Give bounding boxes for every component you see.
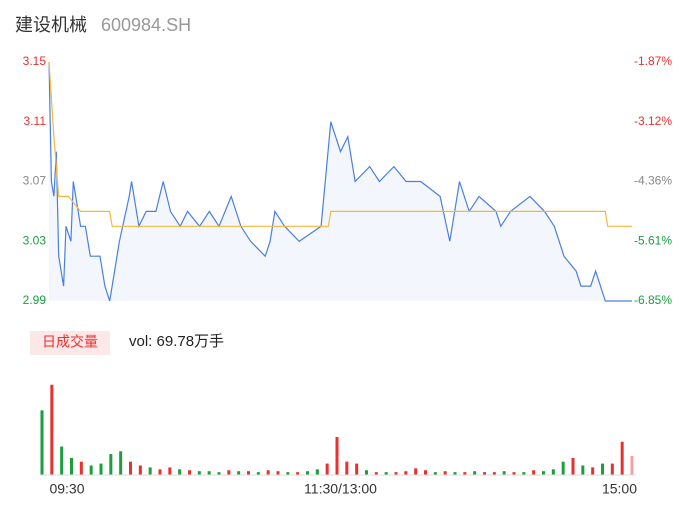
volume-bar — [227, 470, 231, 475]
volume-bar — [365, 470, 368, 475]
volume-bar — [286, 472, 290, 475]
volume-bar — [522, 472, 526, 475]
volume-bar — [581, 465, 585, 475]
volume-bar — [129, 461, 132, 475]
y2-tick-label: -6.85% — [634, 293, 672, 307]
volume-bar — [148, 467, 152, 475]
volume-bar — [335, 437, 339, 475]
volume-bar — [601, 463, 604, 475]
volume-bar — [630, 456, 634, 475]
volume-bar — [591, 467, 595, 475]
volume-bar — [443, 471, 447, 475]
volume-bar — [384, 472, 388, 475]
volume-bar — [512, 472, 516, 475]
volume-bar — [325, 463, 329, 475]
legend-box — [30, 331, 110, 355]
volume-bar — [217, 472, 221, 475]
volume-bar — [158, 469, 162, 475]
volume-bar — [119, 451, 123, 475]
volume-bar — [571, 457, 575, 475]
average-line — [48, 61, 632, 227]
volume-bar — [306, 471, 309, 475]
volume-bar — [197, 471, 201, 475]
volume-bar — [404, 471, 408, 475]
x-tick-label: 11:30/13:00 — [304, 481, 377, 497]
y-tick-label: 3.11 — [24, 114, 47, 128]
volume-bar — [483, 472, 486, 475]
volume-bar — [79, 461, 83, 475]
price-line — [48, 61, 632, 302]
stock-name: 建设机械 — [15, 15, 87, 35]
volume-bar — [551, 469, 555, 475]
y2-tick-label: -3.12% — [634, 114, 672, 128]
volume-bar — [237, 471, 241, 475]
volume-bar — [394, 472, 398, 475]
volume-bar — [266, 470, 270, 475]
stock-code: 600984.SH — [101, 15, 191, 35]
volume-bar — [276, 471, 280, 475]
volume-bar — [374, 472, 378, 475]
volume-bar — [247, 471, 250, 475]
volume-bar — [542, 471, 545, 475]
y2-tick-label: -4.36% — [634, 174, 672, 188]
volume-bar — [256, 472, 260, 475]
volume-bar — [610, 463, 614, 475]
volume-bar — [50, 384, 54, 475]
x-tick-label: 15:00 — [602, 481, 637, 497]
y2-tick-label: -5.61% — [634, 234, 672, 248]
y-tick-label: 2.99 — [23, 293, 47, 307]
volume-bar — [168, 467, 172, 475]
volume-bar — [532, 470, 536, 475]
volume-bar — [89, 465, 93, 475]
volume-bar — [109, 454, 113, 475]
volume-bar — [473, 471, 477, 475]
volume-bar — [355, 463, 359, 475]
volume-bar — [296, 472, 300, 475]
y2-tick-label: -1.87% — [634, 54, 672, 68]
volume-bar — [315, 469, 319, 475]
price-area — [49, 62, 632, 301]
volume-bar — [99, 463, 103, 475]
volume-bar — [433, 472, 437, 475]
volume-bar — [463, 472, 467, 475]
volume-bar — [424, 470, 427, 475]
y-tick-label: 3.03 — [23, 233, 47, 247]
volume-annotation: vol: 69.78万手 — [129, 333, 224, 350]
legend-label: 日成交量 — [42, 334, 98, 350]
x-tick-label: 09:30 — [49, 481, 84, 497]
volume-bar — [502, 471, 506, 475]
volume-bar — [414, 468, 418, 475]
volume-bar — [561, 461, 565, 475]
volume-bar — [492, 472, 496, 475]
volume-bar — [345, 461, 349, 475]
volume-bar — [453, 472, 457, 475]
volume-bar — [60, 446, 64, 475]
volume-bar — [620, 441, 624, 475]
volume-bar — [188, 470, 191, 475]
y-tick-label: 3.07 — [23, 174, 47, 188]
volume-bar — [40, 410, 44, 475]
volume-bar — [207, 471, 211, 475]
volume-bar — [70, 457, 73, 475]
volume-bar — [138, 465, 142, 475]
y-tick-label: 3.15 — [23, 54, 47, 68]
volume-bar — [178, 469, 182, 475]
